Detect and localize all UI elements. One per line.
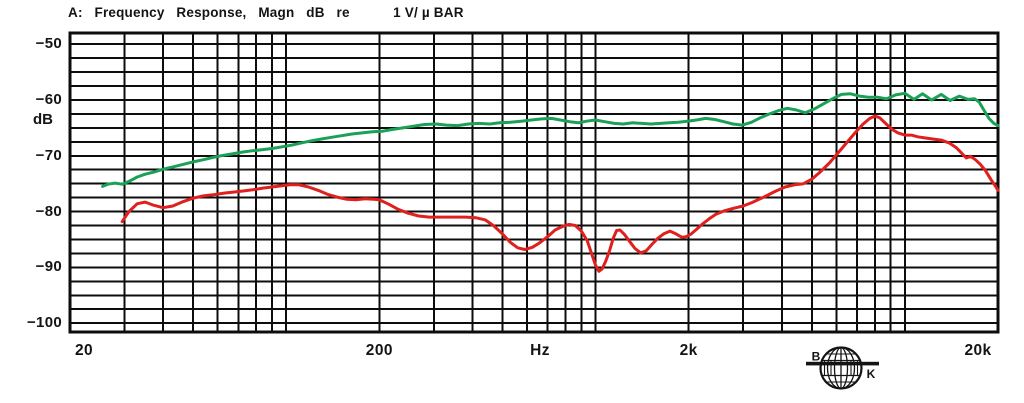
y-tick-label: −90 bbox=[35, 258, 62, 276]
response-curves bbox=[101, 91, 1000, 273]
y-tick-label: −60 bbox=[35, 90, 62, 108]
chart-title: A: Frequency Response, Magn dB re 1 V/ µ… bbox=[68, 5, 464, 20]
y-axis-unit-label: dB bbox=[33, 111, 53, 128]
y-tick-label: −100 bbox=[27, 314, 62, 332]
vertical-grid-lines bbox=[123, 33, 906, 332]
bk-logo-letter-k: K bbox=[867, 367, 876, 381]
y-tick-label: −70 bbox=[35, 146, 62, 164]
x-tick-label: 2k bbox=[679, 342, 698, 359]
horizontal-grid-lines bbox=[70, 43, 998, 325]
upper-response-green-curve bbox=[101, 91, 1000, 188]
y-tick-label: −50 bbox=[35, 35, 62, 53]
x-tick-label: 20 bbox=[74, 342, 94, 359]
plot-border bbox=[68, 31, 1000, 334]
x-tick-label: 200 bbox=[365, 342, 393, 359]
y-tick-label: −80 bbox=[35, 202, 62, 220]
x-axis-unit-label: Hz bbox=[530, 342, 550, 359]
bk-logo: B K bbox=[806, 346, 879, 390]
lower-response-red-curve bbox=[120, 114, 1000, 273]
bk-logo-letter-b: B bbox=[812, 350, 821, 364]
x-tick-label: 20k bbox=[964, 342, 992, 359]
